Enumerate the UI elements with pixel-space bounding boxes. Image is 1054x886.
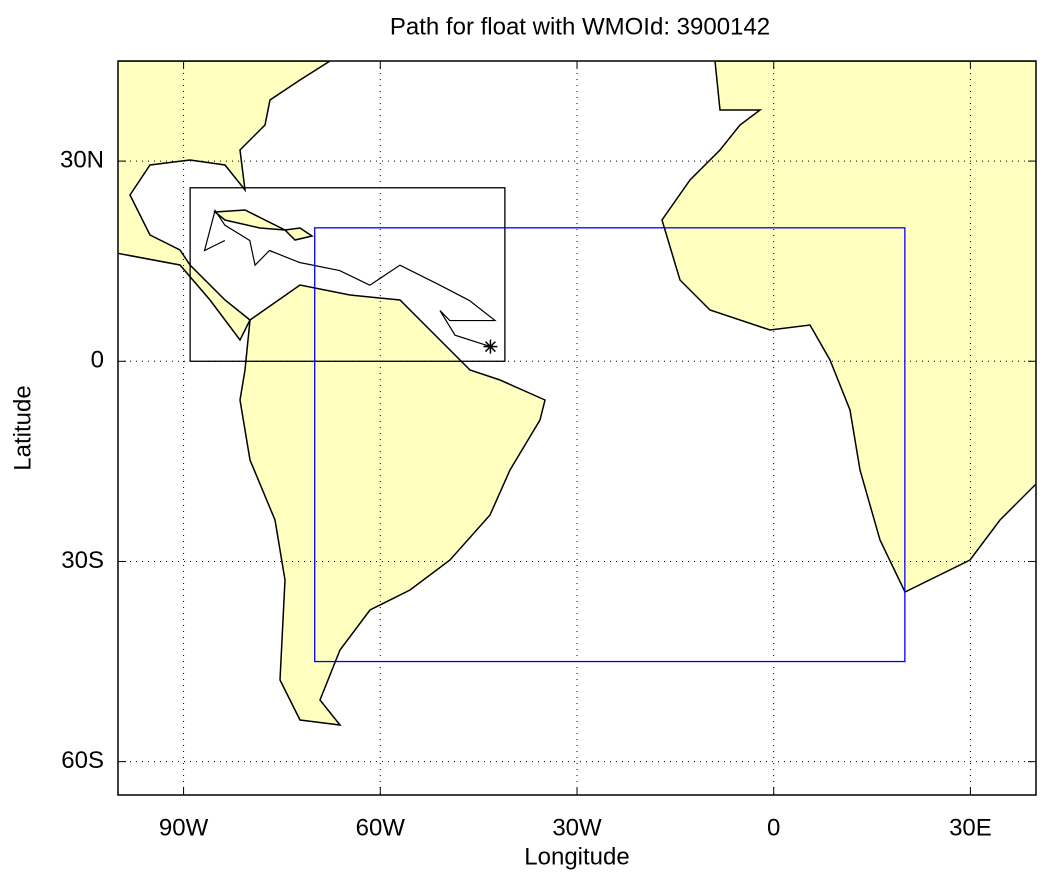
y-tick-label: 0 — [91, 347, 104, 374]
south-america — [239, 284, 546, 726]
y-axis-label: Latitude — [9, 385, 36, 470]
star-stroke — [484, 341, 496, 353]
chart-title: Path for float with WMOId: 3900142 — [390, 13, 770, 40]
region-box — [314, 227, 906, 663]
north-america — [118, 61, 332, 342]
region-box — [189, 187, 506, 362]
y-tick-label: 30N — [60, 146, 104, 173]
x-axis-label: Longitude — [524, 843, 629, 870]
y-tick-label: 30S — [61, 547, 104, 574]
float-track — [203, 209, 497, 348]
x-tick-label: 90W — [159, 814, 209, 841]
chart-content: 90W 60W 30W 0 30E 60S 30S 0 30N — [60, 61, 1036, 841]
africa-europe — [661, 61, 1036, 594]
hispaniola — [283, 227, 314, 241]
x-tick-label: 60W — [356, 814, 406, 841]
x-tick-label: 30E — [949, 814, 992, 841]
x-tick-label: 30W — [552, 814, 602, 841]
cuba — [213, 209, 286, 231]
land-layer — [118, 61, 1036, 726]
float-start-marker — [483, 339, 498, 354]
x-tick-label: 0 — [767, 814, 780, 841]
y-tick-label: 60S — [61, 747, 104, 774]
